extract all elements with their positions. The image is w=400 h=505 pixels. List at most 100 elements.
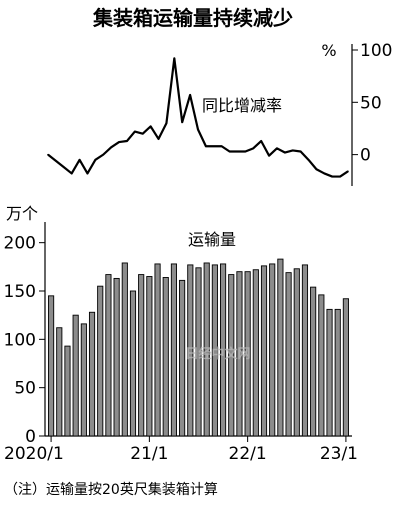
footnote: （注）运输量按20英尺集装箱计算 bbox=[4, 481, 218, 498]
bar bbox=[252, 269, 259, 437]
line-point bbox=[212, 145, 215, 148]
bar bbox=[56, 327, 63, 437]
bar bbox=[285, 272, 292, 437]
bar-y-tick-label: 100 bbox=[4, 330, 36, 350]
bar-y-tick-label: 150 bbox=[4, 282, 36, 302]
line-point bbox=[252, 147, 255, 150]
line-point bbox=[323, 172, 326, 175]
line-point bbox=[134, 130, 136, 133]
line-point bbox=[55, 160, 57, 162]
line-point bbox=[228, 150, 231, 153]
bar bbox=[334, 308, 341, 437]
line-unit-label: % bbox=[321, 41, 336, 60]
line-point bbox=[118, 141, 120, 143]
line-points bbox=[47, 57, 349, 178]
bar bbox=[219, 263, 227, 437]
line-point bbox=[291, 149, 294, 152]
line-point bbox=[284, 151, 286, 154]
bar bbox=[146, 276, 153, 437]
line-point bbox=[331, 175, 334, 178]
bar bbox=[121, 262, 128, 437]
bar-x-tick-label: 23/1 bbox=[320, 444, 358, 464]
bar bbox=[211, 264, 218, 437]
line-point bbox=[47, 153, 49, 156]
bar bbox=[80, 323, 87, 437]
line-point bbox=[236, 150, 239, 153]
bar bbox=[88, 311, 96, 437]
line-point bbox=[141, 132, 144, 135]
bar-unit-label: 万个 bbox=[6, 204, 38, 223]
bar bbox=[269, 263, 276, 437]
bar bbox=[236, 271, 243, 437]
bar bbox=[64, 345, 71, 437]
bar bbox=[228, 274, 235, 437]
bar bbox=[187, 264, 194, 437]
bar-x-tick-label: 21/1 bbox=[130, 444, 168, 464]
bar-chart: 万个 200 150 100 50 0 2020/1 21/1 22/1 23/1 运输量 日… bbox=[4, 204, 358, 464]
line-point bbox=[197, 128, 199, 131]
line-point bbox=[181, 121, 184, 123]
bar bbox=[48, 295, 55, 437]
line-y-ticks: 100 50 0 bbox=[352, 41, 392, 166]
line-point bbox=[268, 154, 270, 157]
bar-x-tick-label: 2020/1 bbox=[4, 444, 64, 464]
line-point bbox=[339, 175, 341, 178]
line-point bbox=[276, 147, 278, 150]
line-point bbox=[189, 94, 191, 96]
bar bbox=[260, 265, 268, 437]
line-point bbox=[165, 122, 168, 125]
bars bbox=[48, 258, 349, 437]
line-y-tick-label: 50 bbox=[360, 93, 382, 113]
bar-series-label: 运输量 bbox=[188, 230, 236, 249]
line-point bbox=[110, 146, 112, 149]
line-point bbox=[205, 145, 207, 148]
line-point bbox=[149, 125, 152, 128]
bar bbox=[129, 290, 137, 437]
line-y-tick-label: 0 bbox=[360, 146, 371, 166]
bar-y-tick-label: 0 bbox=[25, 427, 36, 447]
line-point bbox=[157, 138, 160, 140]
line-point bbox=[244, 150, 247, 153]
line-chart: % 100 50 0 同比增减率 bbox=[47, 41, 392, 186]
bar-x-ticks: 2020/1 21/1 22/1 23/1 bbox=[4, 436, 358, 464]
line-point bbox=[70, 172, 73, 175]
line-point bbox=[260, 140, 262, 142]
chart-title: 集装箱运输量持续减少 bbox=[92, 6, 293, 30]
series-line-yoy-change bbox=[47, 57, 349, 178]
bar bbox=[179, 279, 186, 437]
bar-y-tick-label: 50 bbox=[14, 379, 36, 399]
line-point bbox=[299, 150, 302, 153]
bar bbox=[301, 264, 309, 437]
bar bbox=[138, 274, 145, 437]
bar bbox=[154, 263, 161, 437]
bar bbox=[97, 285, 104, 437]
line-point bbox=[315, 168, 318, 171]
line-point bbox=[62, 166, 65, 168]
bar bbox=[113, 277, 120, 437]
bar bbox=[195, 267, 202, 437]
line-point bbox=[126, 140, 128, 142]
bar bbox=[170, 263, 177, 437]
bar bbox=[162, 277, 169, 437]
bar bbox=[318, 294, 325, 437]
bar bbox=[310, 286, 317, 437]
line-point bbox=[94, 159, 97, 161]
bar-y-ticks: 200 150 100 50 0 bbox=[4, 234, 45, 447]
bar bbox=[293, 268, 300, 437]
line-point bbox=[347, 170, 349, 173]
bar bbox=[72, 314, 79, 437]
line-point bbox=[86, 172, 89, 175]
bar bbox=[342, 298, 349, 437]
line-point bbox=[102, 153, 105, 156]
line-point bbox=[173, 57, 176, 60]
bar bbox=[326, 308, 333, 437]
bar-x-tick-label: 22/1 bbox=[229, 444, 267, 464]
line-point bbox=[307, 159, 310, 161]
watermark: 日经中文网 bbox=[185, 346, 250, 362]
bar bbox=[277, 258, 284, 437]
line-y-tick-label: 100 bbox=[360, 41, 392, 61]
line-series-label: 同比增减率 bbox=[202, 96, 282, 115]
bar-y-tick-label: 200 bbox=[4, 234, 36, 254]
line-point bbox=[78, 159, 81, 161]
